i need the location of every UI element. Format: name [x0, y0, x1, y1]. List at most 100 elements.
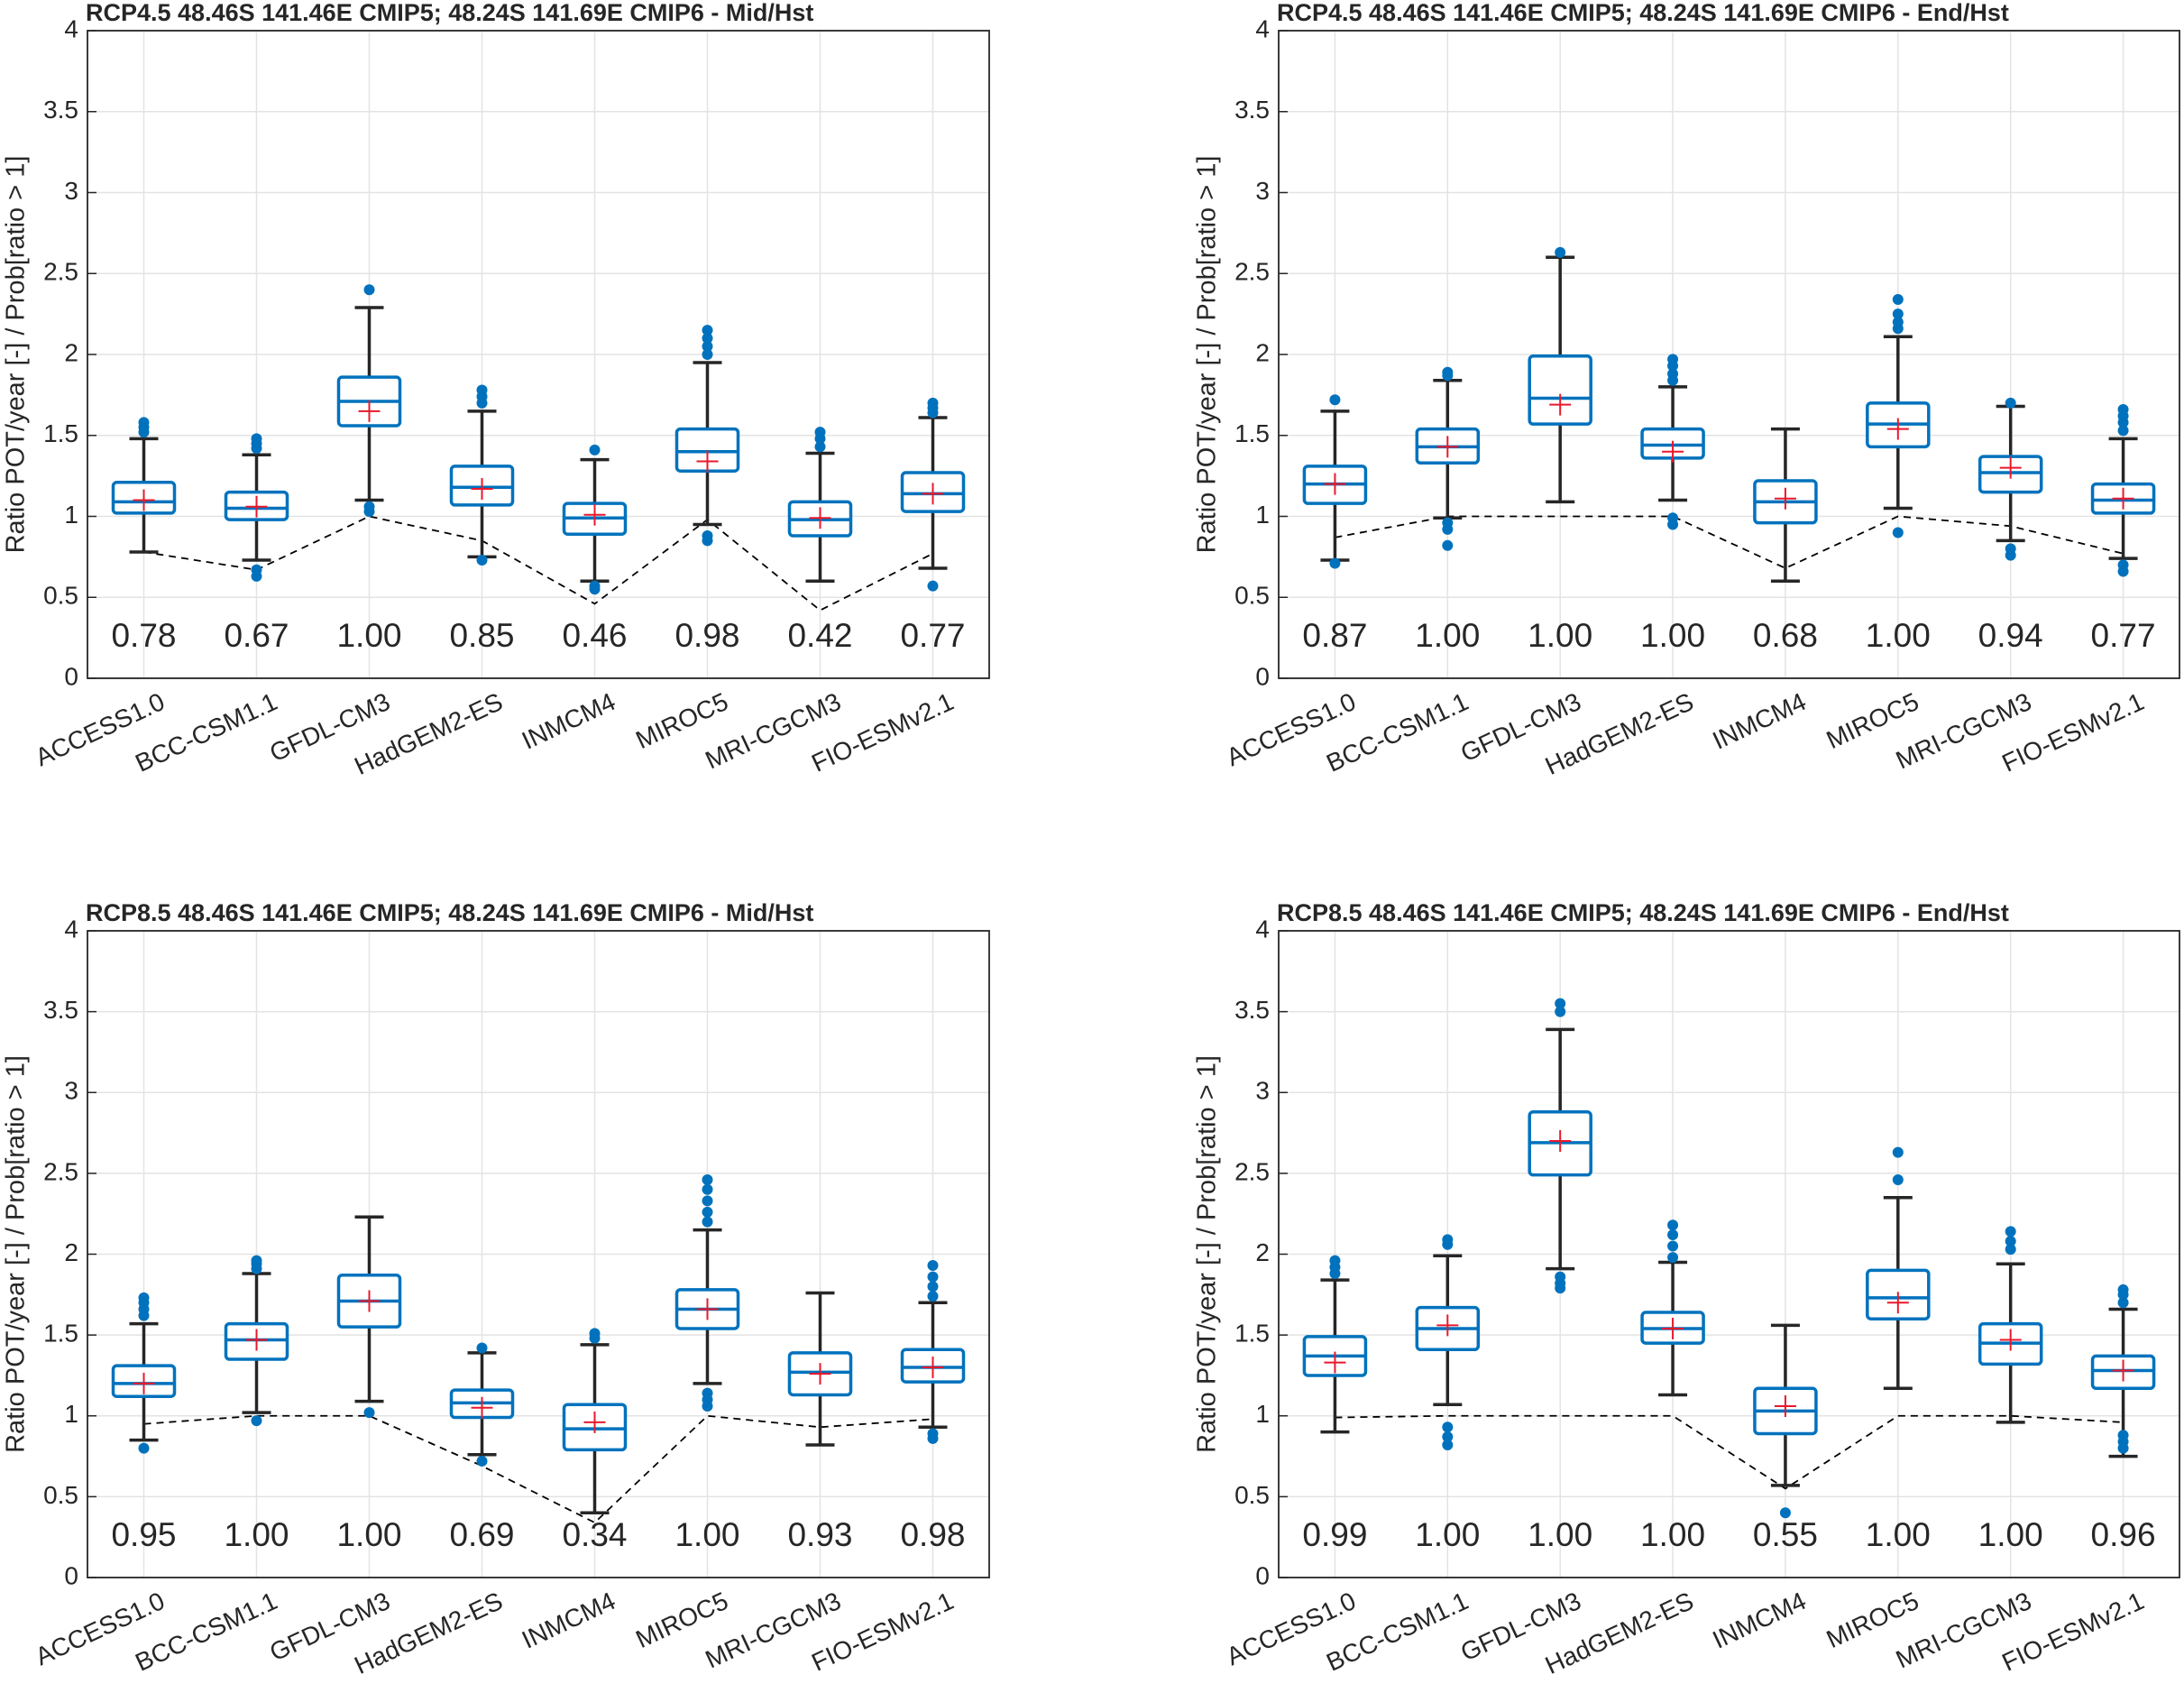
- outlier: [814, 427, 826, 438]
- outlier: [1442, 539, 1454, 551]
- chart-title: RCP8.5 48.46S 141.46E CMIP5; 48.24S 141.…: [86, 899, 813, 926]
- outlier: [476, 554, 488, 566]
- outlier: [1892, 1146, 1904, 1158]
- outlier: [702, 333, 713, 345]
- outlier: [702, 530, 713, 542]
- outlier: [927, 1291, 939, 1302]
- outlier: [1892, 293, 1904, 305]
- probability-label: 0.93: [787, 1516, 852, 1553]
- panel: 0 0.5 1 1.5 2 2.5 3 3.5 4 RCP4.5 48.46S 141.46E C…: [1193, 0, 2180, 780]
- y-tick-label: 1.5: [43, 1320, 78, 1348]
- outlier: [927, 1260, 939, 1272]
- outlier: [702, 1387, 713, 1399]
- outlier: [2005, 397, 2016, 409]
- probability-label: 0.95: [111, 1516, 176, 1553]
- y-tick-label: 2.5: [43, 258, 78, 286]
- outlier: [1667, 512, 1679, 524]
- mean-marker: [696, 1298, 719, 1320]
- probability-label: 0.34: [562, 1516, 627, 1553]
- outlier: [589, 580, 601, 592]
- probability-label: 1.00: [1640, 1516, 1705, 1553]
- x-tick-label: INMCM4: [1708, 1587, 1810, 1654]
- outlier: [1892, 317, 1904, 328]
- mean-marker: [1886, 418, 1909, 440]
- probability-label: 0.78: [111, 617, 176, 654]
- probability-label: 0.55: [1753, 1516, 1818, 1553]
- y-tick-label: 1: [1255, 501, 1270, 529]
- y-tick-label: 0: [64, 1561, 78, 1589]
- y-tick-label: 1.5: [1234, 1320, 1270, 1348]
- y-tick-label: 2: [64, 1238, 78, 1266]
- axes-frame: [1278, 930, 2180, 1578]
- outlier: [927, 397, 939, 409]
- probability-line: [1335, 515, 2124, 569]
- y-tick-label: 1.5: [43, 419, 78, 447]
- y-tick-label: 4: [1255, 915, 1270, 943]
- axes-frame: [1278, 30, 2180, 679]
- mean-marker: [922, 483, 944, 505]
- probability-label: 0.98: [900, 1516, 965, 1553]
- outlier: [1442, 1234, 1454, 1246]
- outlier: [1555, 1006, 1566, 1017]
- chart-title: RCP4.5 48.46S 141.46E CMIP5; 48.24S 141.…: [86, 0, 813, 26]
- mean-marker: [922, 1356, 944, 1378]
- outlier: [2117, 425, 2129, 437]
- outlier: [251, 564, 262, 575]
- y-axis-label: Ratio POT/year [-] / Prob[ratio > 1]: [2, 1055, 31, 1453]
- outlier: [1667, 1240, 1679, 1252]
- y-tick-label: 3.5: [43, 96, 78, 124]
- probability-label: 0.98: [674, 617, 739, 654]
- outlier: [702, 325, 713, 336]
- outlier: [1667, 368, 1679, 380]
- y-tick-label: 2: [64, 338, 78, 366]
- outlier: [251, 1415, 262, 1427]
- y-tick-label: 0: [64, 662, 78, 690]
- outlier: [1892, 1174, 1904, 1186]
- outlier: [476, 1455, 488, 1467]
- outlier: [927, 1281, 939, 1293]
- probability-label: 0.85: [449, 617, 514, 654]
- outlier: [1667, 354, 1679, 365]
- probability-label: 0.46: [562, 617, 627, 654]
- y-tick-label: 4: [64, 915, 78, 943]
- probability-label: 1.00: [336, 1516, 401, 1553]
- mean-marker: [1662, 440, 1684, 463]
- probability-label: 1.00: [1528, 617, 1592, 654]
- probability-label: 1.00: [1866, 1516, 1931, 1553]
- y-tick-label: 1.5: [1234, 419, 1270, 447]
- outlier: [1555, 246, 1566, 258]
- probability-label: 0.96: [2091, 1516, 2156, 1553]
- outlier: [1442, 1421, 1454, 1433]
- outlier: [1329, 394, 1341, 406]
- outlier: [138, 1442, 150, 1454]
- mean-marker: [1436, 1314, 1459, 1337]
- probability-label: 0.77: [2091, 617, 2156, 654]
- outlier: [702, 1174, 713, 1186]
- probability-label: 1.00: [1415, 617, 1480, 654]
- mean-marker: [2112, 487, 2134, 510]
- mean-marker: [696, 450, 719, 473]
- outlier: [702, 1183, 713, 1195]
- y-axis-label: Ratio POT/year [-] / Prob[ratio > 1]: [2, 156, 31, 554]
- outlier: [363, 1407, 375, 1419]
- probability-line: [1335, 1414, 2124, 1490]
- mean-marker: [358, 1290, 381, 1312]
- outlier: [702, 1195, 713, 1207]
- y-tick-label: 0.5: [43, 582, 78, 610]
- probability-label: 1.00: [336, 617, 401, 654]
- y-tick-label: 2.5: [1234, 258, 1270, 286]
- mean-marker: [1774, 1394, 1796, 1417]
- y-tick-label: 3: [1255, 177, 1270, 205]
- mean-marker: [1549, 393, 1572, 416]
- outlier: [1667, 1219, 1679, 1231]
- outlier: [2117, 1283, 2129, 1295]
- y-axis-label: Ratio POT/year [-] / Prob[ratio > 1]: [1193, 156, 1222, 554]
- mean-marker: [583, 503, 606, 526]
- mean-marker: [583, 1411, 606, 1433]
- mean-marker: [245, 495, 268, 518]
- y-tick-label: 1: [64, 1400, 78, 1428]
- outlier: [1329, 1255, 1341, 1266]
- y-tick-label: 4: [64, 14, 78, 42]
